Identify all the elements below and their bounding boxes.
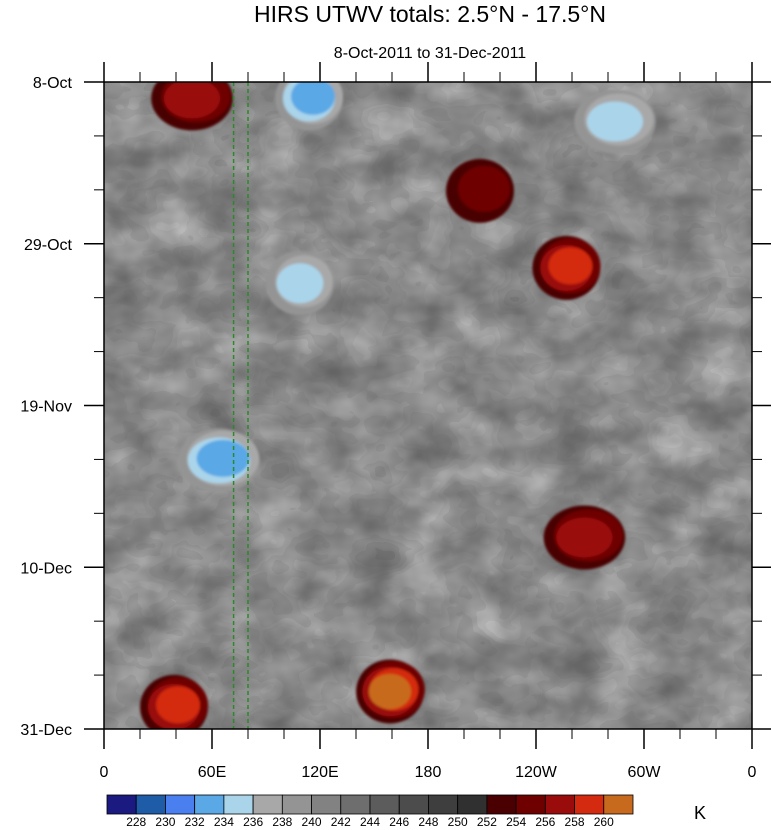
- colorbar-swatch: [252, 794, 283, 815]
- colorbar-swatch: [135, 794, 166, 815]
- field-texture: [104, 82, 752, 729]
- colorbar-swatch: [603, 794, 634, 815]
- contour-level: [291, 82, 335, 115]
- colorbar-swatch: [544, 794, 575, 815]
- plot-area: [104, 82, 752, 729]
- colorbar-swatch: [428, 794, 459, 815]
- colorbar-swatch: [165, 794, 196, 815]
- feature-blob: [151, 82, 233, 131]
- colorbar-label: 230: [155, 815, 175, 829]
- colorbar-label: 228: [126, 815, 146, 829]
- y-axis: 8-Oct 29-Oct 19-Nov 10-Dec 31-Dec: [20, 75, 771, 739]
- feature-blob: [543, 505, 626, 570]
- feature-blob: [574, 89, 656, 154]
- feature-blob: [178, 428, 260, 493]
- y-tick-label: 8-Oct: [33, 75, 73, 92]
- x-axis: 0 60E 120E 180 120W 60W 0: [100, 62, 757, 781]
- contour-level: [196, 439, 250, 477]
- colorbar-label: 248: [418, 815, 438, 829]
- contour-level: [458, 165, 510, 212]
- x-tick-label: 180: [415, 764, 442, 781]
- colorbar-label: 240: [302, 815, 322, 829]
- x-tick-label: 0: [100, 764, 109, 781]
- colorbar-label: 236: [243, 815, 263, 829]
- contour-level: [587, 101, 643, 142]
- colorbar-swatch: [106, 794, 137, 815]
- y-tick-label: 10-Dec: [20, 560, 72, 577]
- colorbar-swatch: [574, 794, 605, 815]
- y-tick-label: 31-Dec: [20, 722, 72, 739]
- colorbar-swatch: [486, 794, 517, 815]
- chart-subtitle: 8-Oct-2011 to 31-Dec-2011: [334, 45, 527, 62]
- colorbar-label: 250: [448, 815, 468, 829]
- units-label: K: [694, 803, 706, 823]
- feature-blob: [532, 235, 601, 300]
- colorbar-label: 256: [535, 815, 555, 829]
- colorbar-label: 252: [477, 815, 497, 829]
- colorbar-swatch: [281, 794, 312, 815]
- x-tick-label: 120W: [515, 764, 558, 781]
- colorbar-swatch: [369, 794, 400, 815]
- feature-blob: [266, 251, 334, 316]
- colorbar-swatch: [515, 794, 546, 815]
- colorbar-swatch: [340, 794, 371, 815]
- colorbar-swatch: [311, 794, 342, 815]
- colorbar-swatch: [457, 794, 488, 815]
- x-tick-label: 60E: [198, 764, 226, 781]
- colorbar-label: 260: [594, 815, 614, 829]
- feature-blob: [356, 659, 425, 724]
- feature-blob: [275, 82, 343, 131]
- colorbar-swatch: [194, 794, 225, 815]
- colorbar-label: 238: [272, 815, 292, 829]
- y-tick-label: 29-Oct: [24, 237, 73, 254]
- contour-level: [548, 247, 593, 285]
- x-tick-label: 0: [748, 764, 757, 781]
- colorbar-label: 232: [185, 815, 205, 829]
- colorbar-label: 254: [506, 815, 526, 829]
- feature-blob: [446, 158, 514, 223]
- colorbar-swatch: [398, 794, 429, 815]
- colorbar-label: 242: [331, 815, 351, 829]
- reference-lines: [232, 82, 249, 729]
- contour-level: [156, 686, 200, 724]
- y-tick-label: 19-Nov: [20, 399, 72, 416]
- contour-level: [276, 263, 324, 304]
- colorbar-label: 258: [565, 815, 585, 829]
- contour-level: [556, 517, 613, 558]
- colorbar-swatch: [223, 794, 254, 815]
- contour-level: [164, 82, 220, 119]
- colorbar-label: 244: [360, 815, 380, 829]
- chart-title: HIRS UTWV totals: 2.5°N - 17.5°N: [254, 1, 606, 27]
- feature-blob: [140, 674, 208, 729]
- x-tick-label: 60W: [628, 764, 662, 781]
- contour-level: [368, 673, 412, 710]
- colorbar-label: 234: [214, 815, 234, 829]
- x-tick-label: 120E: [301, 764, 338, 781]
- colorbar-label: 246: [389, 815, 409, 829]
- feature-layer: [140, 82, 656, 729]
- colorbar: 228 230 232 234 236 238 240 242 244 246 248 250 252 2…: [106, 794, 634, 829]
